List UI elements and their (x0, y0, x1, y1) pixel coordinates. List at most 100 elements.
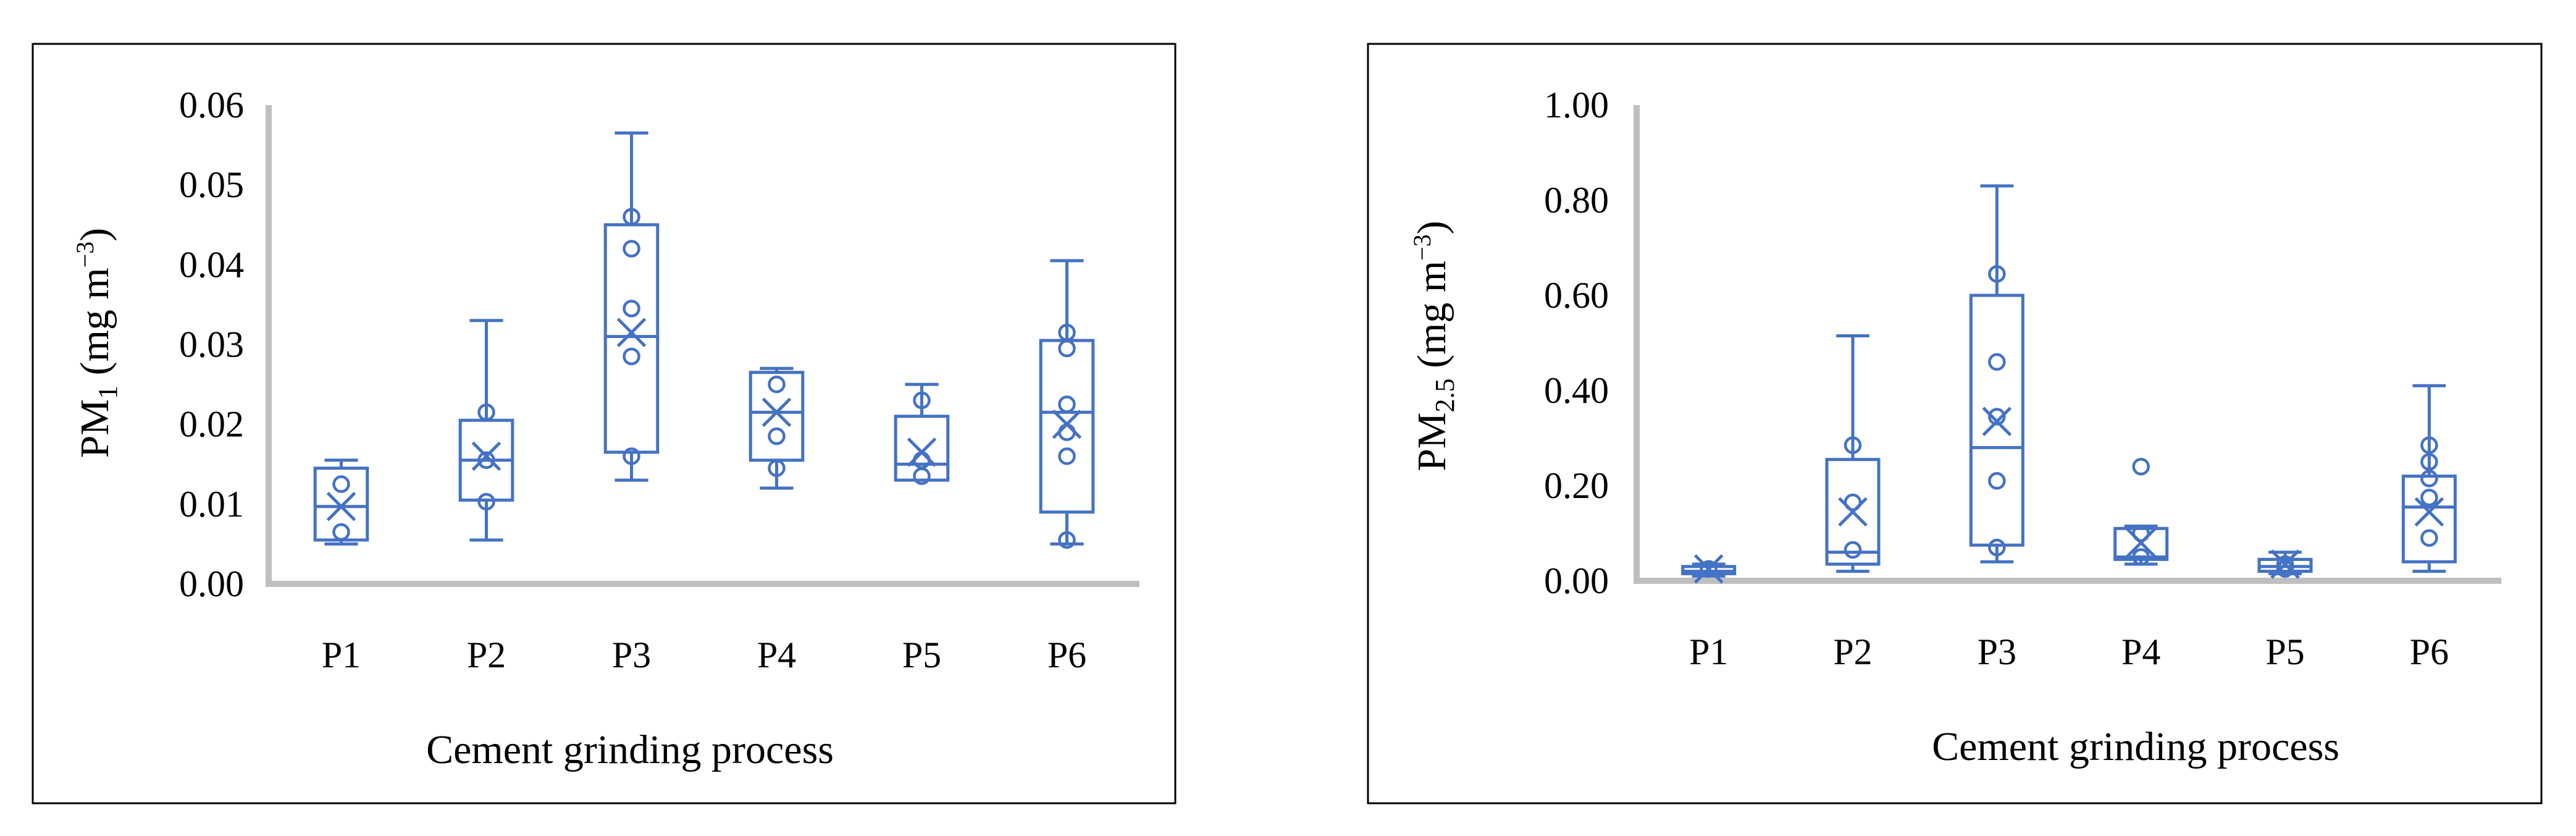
y-tick-label: 0.05 (179, 164, 244, 205)
data-point (477, 451, 495, 470)
data-point (1844, 541, 1862, 559)
data-point (477, 403, 495, 421)
y-axis-title-unit-suffix: ) (1409, 221, 1454, 234)
mean-marker (2126, 528, 2156, 558)
box-p1 (313, 458, 369, 546)
data-point (2420, 453, 2438, 471)
data-point (623, 347, 640, 366)
chart-frame (31, 43, 1177, 804)
data-point (1844, 436, 1862, 454)
mean-marker (616, 318, 647, 347)
x-category-label: P2 (467, 635, 506, 675)
data-point (2132, 548, 2150, 566)
data-point (2132, 457, 2150, 476)
box-p2 (1825, 334, 1881, 573)
box-p2 (458, 319, 514, 542)
box-series (313, 131, 1095, 549)
y-axis-title-unit-prefix: (mg m (1409, 261, 1454, 379)
x-category-label: P1 (1689, 631, 1728, 672)
y-axis-tick-labels: 0.00 0.01 0.02 0.03 0.04 0.05 0.06 (179, 85, 244, 604)
x-category-label: P1 (322, 635, 361, 675)
data-point (1988, 353, 2006, 371)
data-point (1988, 265, 2006, 283)
mean-marker (1838, 497, 1868, 527)
data-point (623, 447, 640, 465)
box-p5 (2257, 549, 2313, 579)
y-axis-title-base: PM (72, 399, 117, 458)
y-axis-title-unit-prefix: (mg m (72, 268, 117, 386)
x-axis-category-labels: P1 P2 P3 P4 P5 P6 (322, 635, 1086, 675)
mean-marker (761, 397, 792, 428)
chart-pm1: 0.000.010.020.030.040.050.06 P1 P2 P3 P4 P5 P… (31, 43, 1177, 804)
x-category-label: P4 (757, 635, 796, 675)
box-p6 (1039, 259, 1095, 549)
x-category-label: P5 (2265, 631, 2304, 672)
data-point (2420, 529, 2438, 547)
data-point (332, 475, 350, 493)
x-category-label: P6 (1047, 635, 1086, 675)
data-point (332, 523, 350, 541)
data-point (768, 375, 786, 394)
data-point (2420, 436, 2438, 454)
x-axis-title: Cement grinding process (426, 727, 834, 772)
data-point (2420, 470, 2438, 488)
y-axis-title: PM2.5 (mg m−3) (1408, 221, 1460, 471)
data-point (1700, 560, 1718, 578)
box-p4 (749, 366, 805, 490)
data-point (1058, 447, 1076, 465)
y-axis-tick-labels: 0.00 0.20 0.40 0.60 0.80 1.00 (1544, 85, 1609, 601)
y-axis-title-subscript: 2.5 (1430, 378, 1460, 412)
mean-marker (2270, 549, 2300, 579)
x-category-label: P5 (902, 635, 941, 675)
y-axis-title-unit-suffix: ) (72, 228, 117, 242)
data-point (1988, 472, 2006, 490)
data-point (1988, 408, 2006, 426)
data-point (623, 208, 640, 226)
y-tick-label: 0.03 (179, 324, 244, 365)
box-iqr (313, 467, 369, 542)
data-point (1988, 538, 2006, 557)
data-point (623, 240, 640, 258)
data-point (2420, 489, 2438, 507)
box-p4 (2113, 457, 2169, 566)
y-axis-title-base: PM (1409, 412, 1454, 471)
data-point (1058, 395, 1076, 413)
mean-marker (471, 441, 501, 471)
data-point (913, 467, 931, 485)
y-axis-title: PM1 (mg m−3) (71, 228, 123, 458)
y-axis-title-superscript: −3 (71, 242, 99, 268)
y-tick-label: 0.40 (1544, 370, 1609, 411)
data-point (2276, 555, 2294, 573)
y-axis-title-subscript: 1 (93, 386, 123, 399)
x-axis-title: Cement grinding process (1932, 724, 2339, 769)
y-tick-label: 0.00 (179, 564, 244, 604)
y-tick-label: 0.00 (1544, 560, 1609, 601)
mean-marker (1052, 409, 1082, 439)
data-point (477, 492, 495, 511)
y-tick-label: 0.02 (179, 404, 244, 445)
box-series (1681, 184, 2457, 584)
x-category-label: P4 (2121, 631, 2160, 672)
box-p3 (603, 131, 660, 482)
x-category-label: P3 (1978, 631, 2016, 672)
chart-pm25: 0.00 0.20 0.40 0.60 0.80 1.00 P1 P2 P3 P4 P5 P6 Ce… (1367, 43, 2543, 804)
y-tick-label: 0.06 (179, 85, 244, 125)
data-point (623, 300, 640, 318)
data-point (913, 391, 931, 410)
mean-marker (1693, 554, 1724, 584)
y-tick-label: 0.20 (1544, 465, 1609, 506)
y-tick-label: 1.00 (1544, 85, 1609, 125)
mean-marker (326, 491, 356, 521)
y-tick-label: 0.01 (179, 484, 244, 525)
chart-frame (1367, 43, 2543, 804)
data-point (1058, 339, 1076, 358)
y-axis-title-superscript: −3 (1408, 234, 1436, 261)
y-tick-label: 0.60 (1544, 275, 1609, 316)
box-p5 (894, 382, 950, 485)
box-iqr (894, 415, 950, 482)
box-iqr (603, 223, 660, 454)
y-tick-label: 0.04 (179, 244, 244, 285)
data-point (768, 427, 786, 445)
data-point (1058, 531, 1076, 549)
